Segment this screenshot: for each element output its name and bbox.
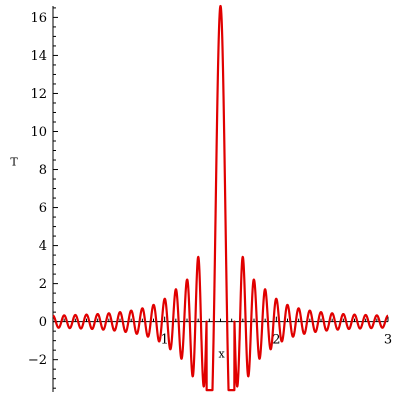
y-tick-label: 14 (30, 49, 47, 64)
x-tick-label: 2 (272, 333, 280, 348)
y-tick-label: 6 (39, 201, 47, 216)
y-tick-label: 2 (39, 277, 47, 292)
y-axis-label: T (10, 156, 18, 169)
y-tick-label: 8 (39, 163, 47, 178)
y-tick-label: 12 (30, 87, 47, 102)
y-tick-label: −2 (28, 353, 47, 368)
y-tick-label: 16 (30, 11, 47, 26)
axes (52, 6, 388, 392)
series-line (52, 4, 389, 392)
y-tick-label: 4 (39, 239, 47, 254)
series-layer (52, 4, 389, 392)
x-tick-label: 3 (384, 333, 392, 348)
y-tick-label: 0 (39, 315, 47, 330)
x-axis-label: x (219, 348, 226, 361)
x-tick-label: 1 (161, 333, 169, 348)
y-tick-label: 10 (30, 125, 47, 140)
